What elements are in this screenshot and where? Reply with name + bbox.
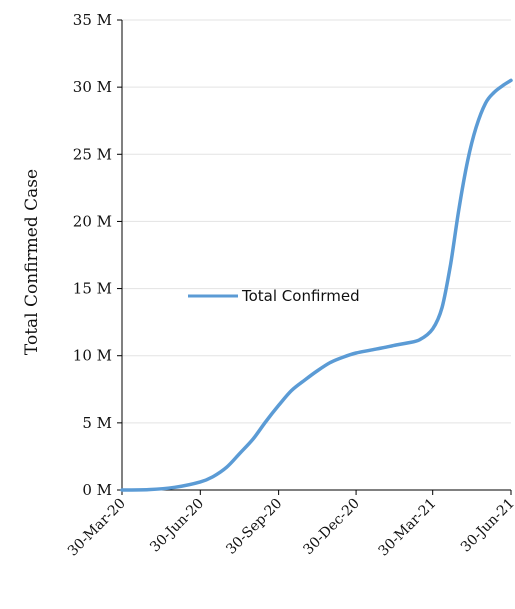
y-axis-title: Total Confirmed Case [22, 169, 42, 355]
y-tick-label-5: 25 M [73, 145, 112, 163]
y-tick-label-3: 15 M [73, 280, 112, 298]
y-tick-labels: 0 M 5 M 10 M 15 M 20 M 25 M 30 M 35 M [73, 11, 112, 499]
y-tick-label-4: 20 M [73, 212, 112, 230]
y-tick-label-6: 30 M [73, 78, 112, 96]
series-lines [120, 78, 513, 492]
x-tick-label-0: 30-Mar-20 [65, 496, 129, 560]
x-tick-label-2: 30-Sep-20 [223, 496, 285, 558]
x-tick-label-4: 30-Mar-21 [376, 496, 440, 560]
gridlines [122, 19, 511, 424]
legend-label-total-confirmed: Total Confirmed [241, 287, 360, 305]
x-tick-label-5: 30-Jun-21 [458, 496, 515, 556]
y-tick-label-1: 5 M [82, 414, 112, 432]
x-tick-labels: 30-Mar-20 30-Jun-20 30-Sep-20 30-Dec-20 30-M… [65, 496, 515, 560]
y-tick-label-2: 10 M [73, 347, 112, 365]
series-line-total-confirmed [120, 78, 513, 492]
legend: Total Confirmed [188, 287, 360, 305]
y-tick-label-0: 0 M [82, 481, 112, 499]
axes [117, 19, 512, 495]
x-tick-label-1: 30-Jun-20 [147, 496, 207, 556]
y-tick-label-7: 35 M [73, 11, 112, 29]
x-tick-label-3: 30-Dec-20 [300, 496, 363, 559]
